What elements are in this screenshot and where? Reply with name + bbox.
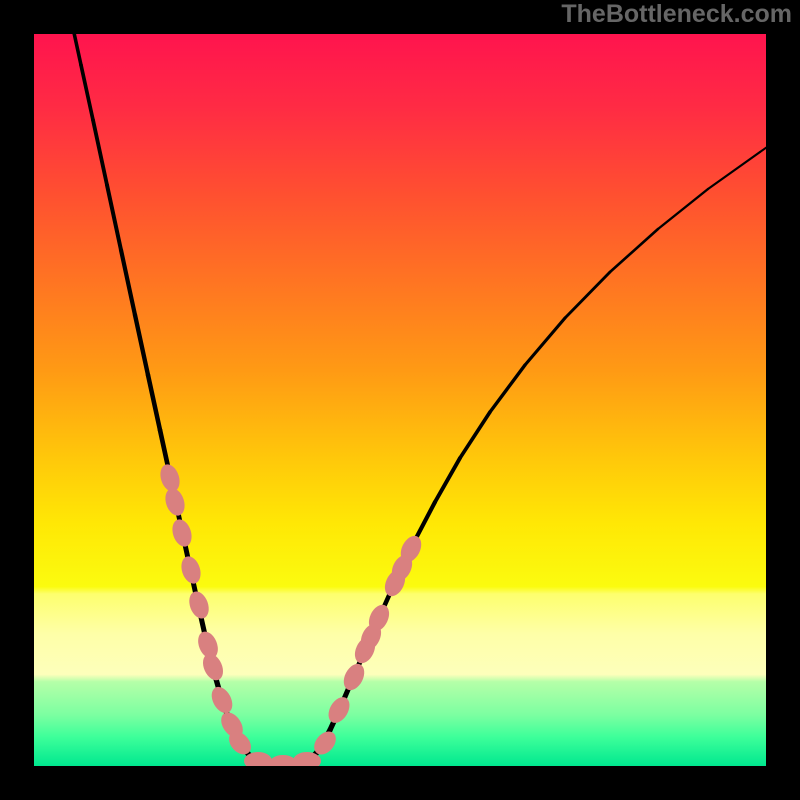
watermark-text: TheBottleneck.com bbox=[561, 0, 792, 29]
chart-svg bbox=[0, 0, 800, 800]
chart-container: TheBottleneck.com bbox=[0, 0, 800, 800]
plot-background bbox=[34, 34, 766, 766]
